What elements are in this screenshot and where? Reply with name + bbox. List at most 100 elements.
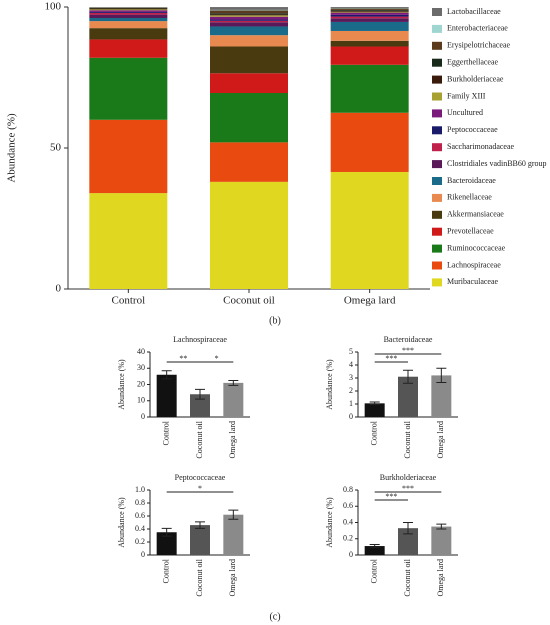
bar-segment bbox=[89, 8, 168, 10]
y-tick-label: 0.6 bbox=[343, 501, 353, 510]
panel-label: (c) bbox=[269, 611, 280, 622]
bar-segment bbox=[210, 10, 288, 14]
x-tick-label: Coconut oil bbox=[403, 558, 412, 596]
bar bbox=[190, 394, 210, 417]
bar-segment bbox=[210, 22, 288, 27]
y-tick-label: 0 bbox=[349, 412, 353, 421]
chart-title: Burkholderiaceae bbox=[380, 473, 437, 482]
legend-swatch bbox=[432, 193, 442, 202]
bar-segment bbox=[210, 93, 288, 143]
bar-segment bbox=[210, 20, 288, 23]
x-tick-label: Omega lard bbox=[436, 421, 445, 459]
bar-segment bbox=[210, 19, 288, 21]
legend-swatch bbox=[432, 92, 442, 101]
x-tick-label: Omega lard bbox=[344, 295, 396, 307]
significance-label: *** bbox=[402, 346, 414, 355]
y-tick-label: 100 bbox=[45, 1, 62, 13]
legend-label: Ruminococcaceae bbox=[447, 243, 506, 252]
x-tick-label: Control bbox=[369, 420, 378, 445]
legend-swatch bbox=[432, 41, 442, 50]
bar-segment bbox=[89, 193, 168, 289]
bar-segment bbox=[210, 35, 288, 47]
legend-swatch bbox=[432, 160, 442, 169]
legend-swatch bbox=[432, 58, 442, 67]
y-tick-label: 0.2 bbox=[135, 537, 145, 546]
bar-segment bbox=[89, 14, 168, 18]
legend-label: Enterobacteriaceae bbox=[447, 24, 508, 33]
bar-segment bbox=[89, 9, 168, 11]
error-bar bbox=[369, 401, 380, 406]
y-tick-label: 0 bbox=[349, 550, 353, 559]
bar bbox=[156, 532, 177, 555]
bar-segment bbox=[330, 9, 409, 11]
y-tick-label: 50 bbox=[50, 142, 62, 154]
bar-segment bbox=[210, 73, 288, 94]
bar-segment bbox=[330, 21, 409, 31]
legend-label: Bacteroidaceae bbox=[447, 176, 496, 185]
y-axis-label: Abundance (%) bbox=[325, 359, 334, 410]
bar-segment bbox=[330, 18, 409, 22]
legend-label: Saccharimonadaceae bbox=[447, 142, 515, 151]
significance-label: * bbox=[215, 354, 219, 363]
legend-swatch bbox=[432, 109, 442, 118]
y-tick-label: 0 bbox=[56, 283, 62, 295]
significance-label: ** bbox=[179, 354, 187, 363]
y-tick-label: 1 bbox=[349, 399, 353, 408]
error-bar bbox=[436, 367, 447, 384]
y-tick-label: 3 bbox=[349, 373, 353, 382]
x-tick-label: Control bbox=[161, 420, 170, 445]
bar-segment bbox=[330, 64, 409, 113]
error-bar bbox=[403, 522, 413, 535]
bar-segment bbox=[330, 7, 409, 8]
significance-label: *** bbox=[385, 354, 397, 363]
bar bbox=[431, 526, 452, 555]
error-bar bbox=[436, 523, 447, 530]
legend-swatch bbox=[432, 261, 442, 270]
legend-swatch bbox=[432, 143, 442, 152]
y-tick-label: 30 bbox=[137, 363, 145, 372]
bar-segment bbox=[89, 21, 168, 29]
x-tick-label: Omega lard bbox=[228, 421, 237, 459]
bar-segment bbox=[89, 11, 168, 13]
y-tick-label: 0.2 bbox=[343, 534, 353, 543]
bar-segment bbox=[89, 17, 168, 22]
y-tick-label: 5 bbox=[349, 347, 353, 356]
panel-label: (b) bbox=[269, 315, 281, 326]
x-tick-label: Coconut oil bbox=[223, 295, 275, 307]
x-tick-label: Control bbox=[369, 558, 378, 583]
bar bbox=[190, 525, 210, 555]
bar-segment bbox=[210, 46, 288, 74]
bar-segment bbox=[330, 40, 409, 47]
bar-segment bbox=[330, 12, 409, 15]
y-tick-label: 1.0 bbox=[135, 485, 145, 494]
significance-label: *** bbox=[385, 492, 397, 501]
bar bbox=[398, 528, 418, 555]
bar-segment bbox=[330, 16, 409, 19]
bar-segment bbox=[210, 7, 288, 10]
bar-segment bbox=[89, 28, 168, 40]
bar-segment bbox=[210, 16, 288, 20]
y-tick-label: 2 bbox=[349, 386, 353, 395]
significance-label: *** bbox=[402, 484, 414, 493]
legend-swatch bbox=[432, 227, 442, 236]
y-tick-label: 0 bbox=[141, 412, 145, 421]
legend-label: Akkermansiaceae bbox=[447, 210, 504, 219]
chart-title: Bacteroidaceae bbox=[384, 335, 433, 344]
legend-label: Peptococcaceae bbox=[447, 125, 498, 134]
bar bbox=[156, 374, 177, 417]
legend-label: Muribaculaceae bbox=[447, 277, 499, 286]
error-bar bbox=[161, 370, 172, 380]
bar bbox=[398, 376, 418, 417]
legend-swatch bbox=[432, 177, 442, 185]
legend-label: Eggerthellaceae bbox=[447, 58, 499, 67]
significance-label: * bbox=[198, 484, 202, 493]
x-tick-label: Coconut oil bbox=[195, 558, 204, 596]
bar-segment bbox=[89, 10, 168, 12]
bar-segment bbox=[330, 11, 409, 13]
legend-swatch bbox=[432, 244, 442, 253]
bar-segment bbox=[89, 12, 168, 15]
legend-label: Erysipelotrichaceae bbox=[447, 41, 511, 50]
legend-label: Uncultured bbox=[447, 108, 483, 117]
legend-label: Lactobacillaceae bbox=[447, 7, 501, 16]
